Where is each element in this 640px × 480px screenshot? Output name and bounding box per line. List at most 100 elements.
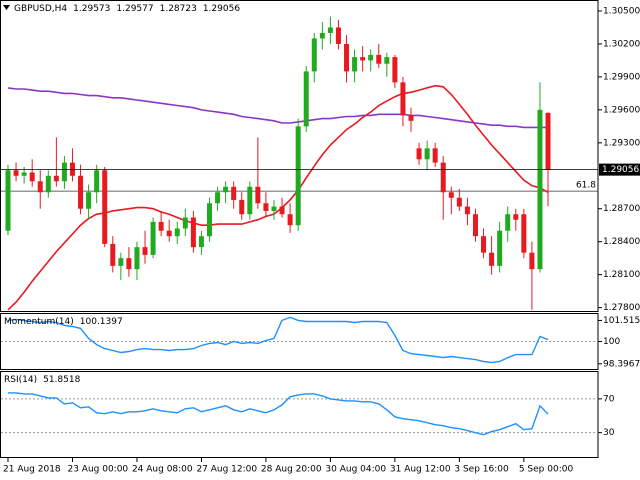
- header-icon: [3, 5, 10, 10]
- candle-body: [368, 54, 374, 61]
- candle-body: [440, 162, 446, 193]
- header-value: 1.29577: [116, 4, 153, 14]
- candle-body: [29, 172, 35, 182]
- panel-title: Momentum(14): [4, 317, 74, 327]
- candle-body: [37, 181, 43, 193]
- candle-body: [505, 214, 511, 231]
- candle-body: [102, 170, 108, 244]
- price-box: [599, 163, 640, 176]
- candle-body: [456, 197, 462, 207]
- candle-body: [69, 162, 75, 176]
- candle-body: [158, 221, 164, 231]
- candle-body: [110, 243, 116, 266]
- candle-body: [61, 162, 67, 182]
- x-tick-label: 3 Sep 16:00: [454, 465, 509, 475]
- candle-body: [344, 43, 350, 72]
- candle-body: [150, 221, 156, 255]
- candle-body: [497, 230, 503, 266]
- candle-body: [45, 175, 51, 193]
- candle-body: [303, 71, 309, 127]
- candle-body: [86, 192, 92, 209]
- candle-body: [247, 186, 253, 215]
- candle-body: [489, 252, 495, 266]
- candle-body: [223, 186, 229, 193]
- candle-body: [295, 126, 301, 226]
- candle-body: [118, 258, 124, 266]
- candle-body: [424, 148, 430, 160]
- candle-body: [78, 175, 84, 209]
- y-tick-label: 1.28400: [603, 237, 640, 247]
- candle-body: [94, 170, 100, 193]
- candle-body: [400, 82, 406, 116]
- candle-body: [408, 115, 414, 121]
- y-tick-label: 1.28100: [603, 270, 640, 280]
- candle-body: [198, 236, 204, 248]
- candle-body: [513, 214, 519, 220]
- panel-title: RSI(14): [4, 375, 37, 385]
- candle-body: [416, 148, 422, 160]
- candle-body: [481, 236, 487, 253]
- candle-body: [126, 258, 132, 270]
- candle-body: [263, 203, 269, 211]
- y-tick-label: 1.29600: [603, 105, 640, 115]
- x-tick-label: 24 Aug 08:00: [132, 465, 193, 475]
- y-tick-label: 100: [603, 337, 620, 347]
- candle-body: [174, 228, 180, 237]
- moving-average: [7, 87, 548, 129]
- x-tick-label: 23 Aug 00:00: [67, 465, 128, 475]
- candle-body: [231, 186, 237, 200]
- panel-frame: [0, 371, 599, 458]
- candle-body: [207, 203, 212, 237]
- y-tick-label: 1.29900: [603, 72, 640, 82]
- header-value: 1.28723: [160, 4, 197, 14]
- candle-body: [376, 54, 382, 64]
- indicator-line: [8, 392, 549, 436]
- y-tick-label: 1.29300: [603, 138, 640, 148]
- x-tick-label: 21 Aug 2018: [3, 465, 61, 475]
- y-tick-label: 30: [603, 428, 615, 438]
- candle-body: [134, 247, 140, 270]
- candle-body: [448, 192, 454, 198]
- candle-body: [464, 206, 470, 215]
- candle-body: [142, 247, 148, 255]
- candle-body: [239, 199, 245, 215]
- y-tick-label: 1.30500: [603, 6, 640, 16]
- candle-body: [384, 57, 390, 64]
- candle-body: [13, 170, 19, 176]
- candle-body: [472, 214, 478, 237]
- header-value: 51.8518: [43, 375, 80, 385]
- y-tick-label: 1.28700: [603, 204, 640, 214]
- candle-body: [537, 109, 543, 270]
- candle-body: [392, 57, 398, 83]
- candle-body: [271, 206, 277, 211]
- price-label: 1.29056: [602, 165, 639, 175]
- panel-header: GBPUSD,H4 1.29573 1.29577 1.28723 1.29056: [14, 4, 240, 14]
- indicator-line: [7, 316, 549, 364]
- x-tick-label: 27 Aug 12:00: [196, 465, 257, 475]
- candle-body: [21, 172, 27, 176]
- candle-body: [529, 252, 535, 270]
- candle-body: [327, 27, 333, 33]
- panel-title: GBPUSD,H4: [14, 4, 67, 14]
- x-tick-label: 31 Aug 12:00: [390, 465, 451, 475]
- moving-average: [7, 84, 549, 311]
- candle-body: [190, 217, 196, 248]
- candle-body: [166, 230, 172, 237]
- candle-body: [255, 186, 261, 204]
- candle-body: [311, 38, 317, 72]
- candle-body: [279, 206, 285, 215]
- y-tick-label: 1.27800: [603, 303, 640, 313]
- candle-body: [5, 170, 11, 231]
- candle-body: [182, 217, 188, 229]
- header-value: 1.29056: [203, 4, 240, 14]
- candle-body: [335, 27, 341, 44]
- candle-body: [545, 112, 551, 170]
- y-tick-label: 98.3967: [603, 359, 640, 369]
- x-tick-label: 28 Aug 20:00: [261, 465, 322, 475]
- candle-body: [521, 214, 527, 253]
- header-value: 100.1397: [80, 317, 123, 327]
- header-value: 1.29573: [73, 4, 110, 14]
- candle-body: [360, 57, 366, 61]
- y-tick-label: 1.30200: [603, 39, 640, 49]
